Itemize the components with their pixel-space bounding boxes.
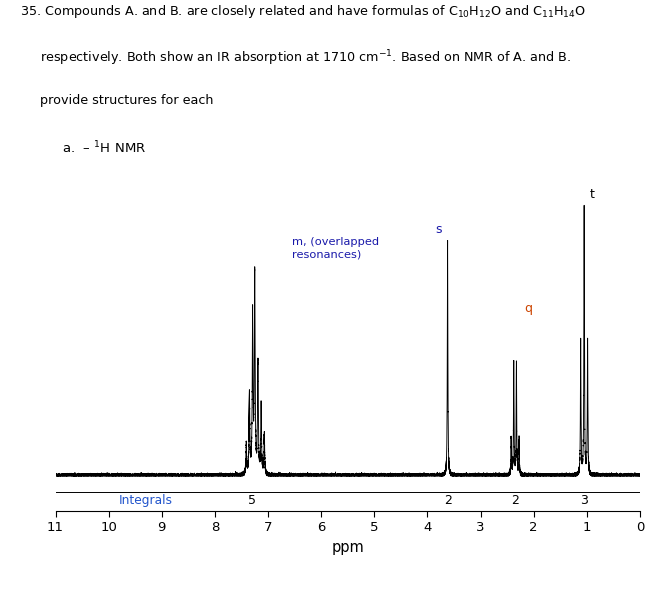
Text: 5: 5 xyxy=(248,494,256,507)
Text: provide structures for each: provide structures for each xyxy=(20,94,213,107)
Text: s: s xyxy=(436,223,442,236)
Text: q: q xyxy=(524,302,532,315)
Text: 2: 2 xyxy=(443,494,451,507)
Text: respectively. Both show an IR absorption at 1710 cm$^{-1}$. Based on NMR of A. a: respectively. Both show an IR absorption… xyxy=(20,48,571,68)
Text: m, (overlapped
resonances): m, (overlapped resonances) xyxy=(292,236,379,260)
Text: t: t xyxy=(590,188,594,201)
Text: 35. Compounds A. and B. are closely related and have formulas of C$_{10}$H$_{12}: 35. Compounds A. and B. are closely rela… xyxy=(20,2,586,20)
Text: a.  – $^{1}$H NMR: a. – $^{1}$H NMR xyxy=(62,140,146,157)
Text: Integrals: Integrals xyxy=(119,494,173,507)
Text: 3: 3 xyxy=(581,494,588,507)
X-axis label: ppm: ppm xyxy=(331,540,364,555)
Text: 2: 2 xyxy=(511,494,519,507)
